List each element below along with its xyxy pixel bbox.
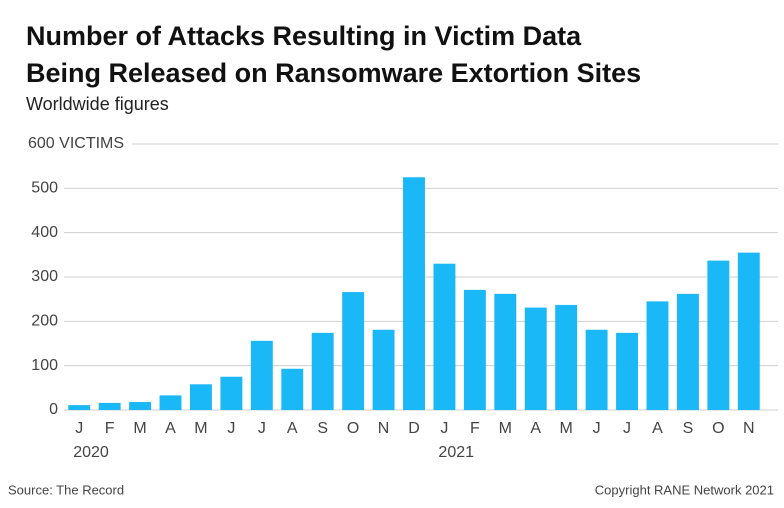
x-tick-label: O: [712, 420, 724, 437]
bar: [524, 307, 547, 410]
x-tick-label: O: [347, 420, 359, 437]
x-tick-label: A: [287, 420, 298, 437]
bar: [250, 340, 273, 410]
x-tick-label: J: [258, 420, 266, 437]
chart-subtitle: Worldwide figures: [26, 94, 169, 114]
bar: [372, 329, 395, 410]
y-tick-label: 0: [49, 401, 58, 418]
x-tick-label: S: [317, 420, 328, 437]
chart-title: Being Released on Ransomware Extortion S…: [26, 58, 641, 88]
x-tick-label: M: [560, 420, 573, 437]
bar: [311, 332, 334, 410]
x-tick-label: J: [75, 420, 83, 437]
x-tick-label: J: [593, 420, 601, 437]
x-tick-label: D: [408, 420, 420, 437]
y-tick-label: 200: [31, 313, 58, 330]
x-tick-label: A: [165, 420, 176, 437]
bar: [737, 252, 760, 410]
x-tick-label: J: [623, 420, 631, 437]
x-tick-label: F: [470, 420, 480, 437]
x-tick-label: S: [683, 420, 694, 437]
x-tick-label: J: [440, 420, 448, 437]
bar: [463, 289, 486, 410]
bar: [585, 329, 608, 410]
x-tick-label: N: [743, 420, 755, 437]
bar: [159, 395, 182, 410]
y-tick-label: 600 VICTIMS: [28, 135, 124, 152]
x-group-label: 2020: [73, 444, 109, 461]
x-tick-label: A: [530, 420, 541, 437]
x-tick-label: J: [227, 420, 235, 437]
bar: [616, 332, 638, 410]
bar: [403, 177, 425, 410]
bar: [555, 304, 578, 410]
bar: [676, 293, 699, 410]
y-tick-label: 100: [31, 357, 58, 374]
x-group-label: 2021: [438, 444, 474, 461]
x-tick-label: M: [133, 420, 146, 437]
copyright: Copyright RANE Network 2021: [595, 482, 774, 497]
x-tick-label: M: [499, 420, 512, 437]
x-tick-label: M: [194, 420, 207, 437]
bar: [68, 405, 91, 410]
bar: [646, 301, 669, 410]
x-tick-label: A: [652, 420, 663, 437]
chart-title: Number of Attacks Resulting in Victim Da…: [26, 21, 582, 51]
y-tick-label: 400: [31, 224, 58, 241]
source: Source: The Record: [8, 482, 124, 497]
bar: [707, 260, 730, 410]
bar: [494, 293, 517, 410]
bar: [342, 292, 365, 410]
bar: [281, 368, 304, 410]
bar: [129, 402, 152, 410]
bar: [98, 402, 121, 410]
bar: [220, 376, 243, 410]
x-tick-label: F: [105, 420, 115, 437]
x-tick-label: N: [378, 420, 390, 437]
y-tick-label: 500: [31, 180, 58, 197]
y-tick-label: 300: [31, 268, 58, 285]
bar: [433, 263, 456, 410]
bar: [190, 384, 212, 410]
